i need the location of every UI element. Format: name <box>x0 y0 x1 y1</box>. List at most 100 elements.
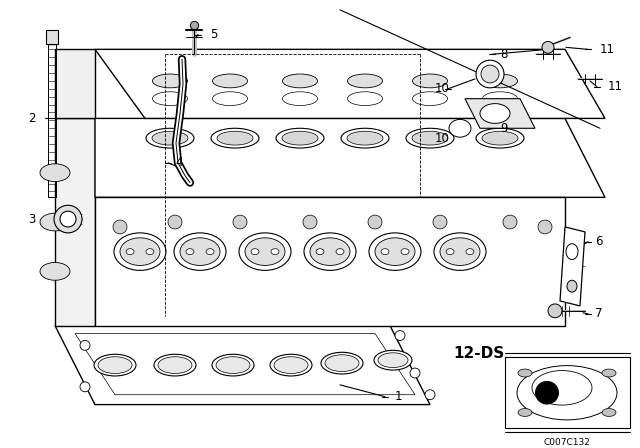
Ellipse shape <box>341 128 389 148</box>
Ellipse shape <box>304 233 356 271</box>
Text: 6: 6 <box>595 235 602 248</box>
Ellipse shape <box>40 164 70 181</box>
Ellipse shape <box>602 409 616 417</box>
Ellipse shape <box>348 74 383 88</box>
Ellipse shape <box>251 249 259 254</box>
Circle shape <box>168 215 182 229</box>
Text: 4: 4 <box>175 156 182 169</box>
Ellipse shape <box>517 366 617 420</box>
Circle shape <box>535 381 559 405</box>
Text: 12-DS: 12-DS <box>453 346 504 361</box>
Ellipse shape <box>567 280 577 292</box>
Circle shape <box>425 390 435 400</box>
Ellipse shape <box>239 233 291 271</box>
Ellipse shape <box>270 354 312 376</box>
Ellipse shape <box>217 131 253 145</box>
Ellipse shape <box>174 233 226 271</box>
Bar <box>505 357 630 428</box>
Ellipse shape <box>126 249 134 254</box>
Ellipse shape <box>412 131 448 145</box>
Text: 1: 1 <box>395 390 403 403</box>
Ellipse shape <box>532 370 592 405</box>
Ellipse shape <box>282 131 318 145</box>
Ellipse shape <box>40 263 70 280</box>
Polygon shape <box>55 118 95 326</box>
Text: 3: 3 <box>28 212 35 225</box>
Ellipse shape <box>276 128 324 148</box>
Polygon shape <box>95 49 605 118</box>
Ellipse shape <box>481 65 499 83</box>
Ellipse shape <box>245 238 285 266</box>
Circle shape <box>395 331 405 340</box>
Ellipse shape <box>325 355 359 371</box>
Text: 2: 2 <box>28 112 35 125</box>
Circle shape <box>113 220 127 234</box>
Circle shape <box>410 368 420 378</box>
Ellipse shape <box>321 352 363 374</box>
Ellipse shape <box>310 238 350 266</box>
Ellipse shape <box>180 238 220 266</box>
Ellipse shape <box>158 357 192 374</box>
Ellipse shape <box>466 249 474 254</box>
Ellipse shape <box>347 131 383 145</box>
Ellipse shape <box>212 74 248 88</box>
Text: 10: 10 <box>435 82 450 95</box>
Polygon shape <box>560 227 585 306</box>
Ellipse shape <box>146 249 154 254</box>
Ellipse shape <box>476 60 504 88</box>
Ellipse shape <box>375 238 415 266</box>
Ellipse shape <box>274 357 308 374</box>
Polygon shape <box>465 99 535 128</box>
Ellipse shape <box>114 233 166 271</box>
Ellipse shape <box>336 249 344 254</box>
Ellipse shape <box>449 120 471 137</box>
Circle shape <box>368 215 382 229</box>
Ellipse shape <box>566 244 578 259</box>
Text: 11: 11 <box>608 80 623 93</box>
Ellipse shape <box>212 354 254 376</box>
Ellipse shape <box>401 249 409 254</box>
Ellipse shape <box>40 213 70 231</box>
Text: 7: 7 <box>595 307 602 320</box>
Polygon shape <box>75 333 415 395</box>
Ellipse shape <box>212 92 248 106</box>
Circle shape <box>548 304 562 318</box>
Circle shape <box>303 215 317 229</box>
Ellipse shape <box>369 233 421 271</box>
Ellipse shape <box>413 74 447 88</box>
Ellipse shape <box>381 249 389 254</box>
Polygon shape <box>95 198 565 326</box>
Ellipse shape <box>434 233 486 271</box>
Ellipse shape <box>483 74 518 88</box>
Ellipse shape <box>152 74 188 88</box>
Ellipse shape <box>374 350 412 370</box>
Ellipse shape <box>98 357 132 374</box>
Ellipse shape <box>518 369 532 377</box>
Circle shape <box>80 382 90 392</box>
Ellipse shape <box>120 238 160 266</box>
Ellipse shape <box>440 238 480 266</box>
Ellipse shape <box>316 249 324 254</box>
Polygon shape <box>46 30 58 44</box>
Ellipse shape <box>282 74 317 88</box>
Ellipse shape <box>602 369 616 377</box>
Ellipse shape <box>186 249 194 254</box>
Circle shape <box>538 220 552 234</box>
Ellipse shape <box>211 128 259 148</box>
Ellipse shape <box>406 128 454 148</box>
Circle shape <box>60 211 76 227</box>
Ellipse shape <box>152 131 188 145</box>
Ellipse shape <box>480 103 510 123</box>
Circle shape <box>80 340 90 350</box>
Ellipse shape <box>154 354 196 376</box>
Circle shape <box>54 205 82 233</box>
Ellipse shape <box>206 249 214 254</box>
Ellipse shape <box>216 357 250 374</box>
Ellipse shape <box>94 354 136 376</box>
Ellipse shape <box>483 92 518 106</box>
Ellipse shape <box>348 92 383 106</box>
Polygon shape <box>55 326 430 405</box>
Ellipse shape <box>482 131 518 145</box>
Text: 10: 10 <box>435 132 450 145</box>
Ellipse shape <box>413 92 447 106</box>
